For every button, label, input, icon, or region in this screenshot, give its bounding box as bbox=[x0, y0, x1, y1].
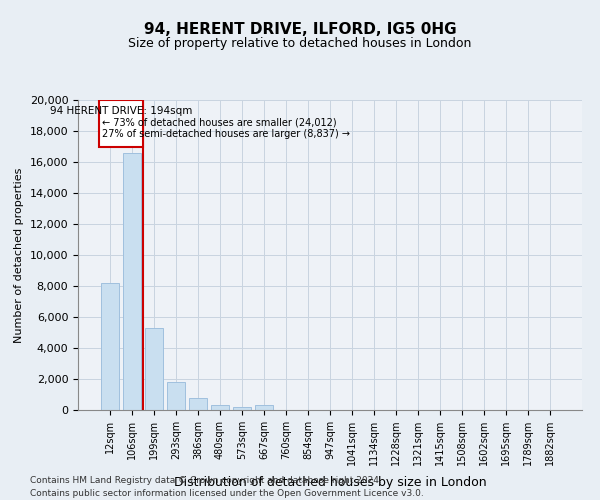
Bar bbox=[101, 283, 119, 410]
Bar bbox=[211, 406, 229, 410]
Y-axis label: Number of detached properties: Number of detached properties bbox=[14, 168, 24, 342]
FancyBboxPatch shape bbox=[99, 100, 143, 146]
X-axis label: Distribution of detached houses by size in London: Distribution of detached houses by size … bbox=[173, 476, 487, 490]
Text: Contains public sector information licensed under the Open Government Licence v3: Contains public sector information licen… bbox=[30, 488, 424, 498]
Bar bbox=[167, 382, 185, 410]
Text: 94 HERENT DRIVE: 194sqm: 94 HERENT DRIVE: 194sqm bbox=[50, 106, 192, 116]
Bar bbox=[145, 328, 163, 410]
Text: Contains HM Land Registry data © Crown copyright and database right 2024.: Contains HM Land Registry data © Crown c… bbox=[30, 476, 382, 485]
Text: ← 73% of detached houses are smaller (24,012): ← 73% of detached houses are smaller (24… bbox=[102, 117, 337, 127]
Bar bbox=[189, 398, 206, 410]
Text: 27% of semi-detached houses are larger (8,837) →: 27% of semi-detached houses are larger (… bbox=[102, 130, 350, 140]
Bar bbox=[123, 152, 140, 410]
Bar bbox=[233, 407, 251, 410]
Text: Size of property relative to detached houses in London: Size of property relative to detached ho… bbox=[128, 38, 472, 51]
Text: 94, HERENT DRIVE, ILFORD, IG5 0HG: 94, HERENT DRIVE, ILFORD, IG5 0HG bbox=[143, 22, 457, 38]
Bar bbox=[255, 404, 273, 410]
